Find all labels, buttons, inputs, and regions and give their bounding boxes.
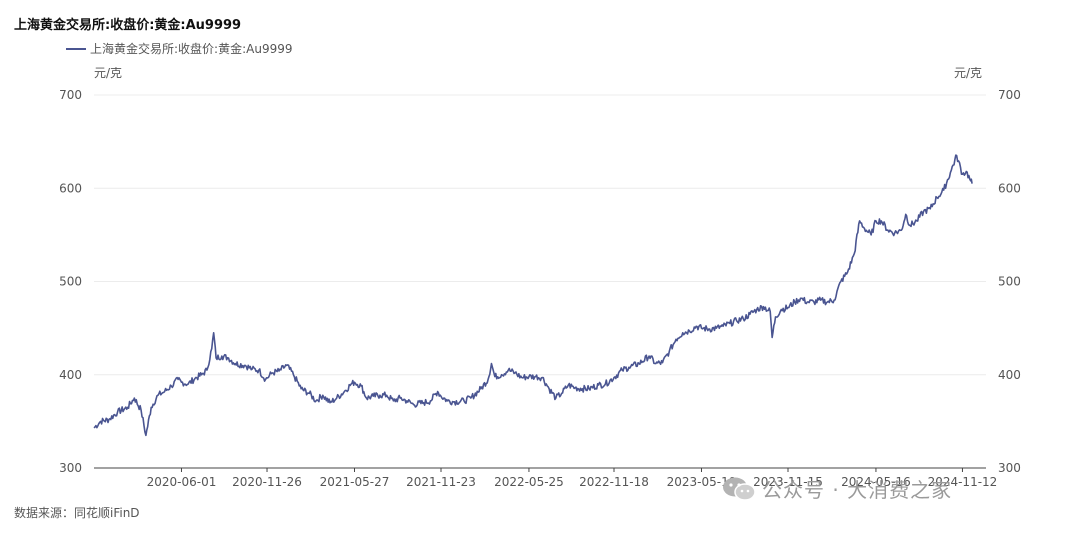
- y-axis-unit-left: 元/克: [94, 66, 123, 80]
- y-tick-right-400: 400: [998, 368, 1021, 382]
- watermark: 公众号 · 大消费之家: [722, 474, 952, 503]
- legend-line-swatch: [66, 47, 86, 50]
- y-tick-left-600: 600: [59, 181, 82, 195]
- wechat-icon: [723, 477, 756, 501]
- x-tick-2023-05-19: 2023-05-19: [667, 475, 737, 489]
- series-layer: [93, 154, 973, 437]
- y-tick-left-400: 400: [59, 368, 82, 382]
- x-tick-2024-11-12: 2024-11-12: [928, 475, 998, 489]
- y-tick-right-600: 600: [998, 181, 1021, 195]
- x-tick-2022-11-18: 2022-11-18: [579, 475, 649, 489]
- y-tick-right-300: 300: [998, 461, 1021, 475]
- chart-legend[interactable]: 上海黄金交易所:收盘价:黄金:Au9999: [66, 40, 292, 57]
- x-tick-2020-11-26: 2020-11-26: [232, 475, 302, 489]
- y-tick-left-300: 300: [59, 461, 82, 475]
- grid-lines: [94, 94, 986, 469]
- legend-label: 上海黄金交易所:收盘价:黄金:Au9999: [90, 42, 293, 56]
- series-line-0[interactable]: [93, 154, 973, 437]
- x-tick-2021-05-27: 2021-05-27: [320, 475, 390, 489]
- watermark-text: 公众号 · 大消费之家: [762, 478, 953, 502]
- x-tick-2022-05-25: 2022-05-25: [494, 475, 564, 489]
- y-tick-left-700: 700: [59, 88, 82, 102]
- y-tick-left-500: 500: [59, 275, 82, 289]
- y-axis-unit-right: 元/克: [954, 66, 983, 80]
- x-tick-2020-06-01: 2020-06-01: [147, 475, 217, 489]
- y-tick-right-500: 500: [998, 275, 1021, 289]
- x-tick-2024-05-16: 2024-05-16: [841, 475, 911, 489]
- chart-title: 上海黄金交易所:收盘价:黄金:Au9999: [14, 18, 242, 33]
- axis-ticks: 300 300 400 400 500 500 600 600 700 700 2020-06-01…: [59, 88, 1021, 489]
- x-tick-2021-11-23: 2021-11-23: [406, 475, 476, 489]
- x-tick-2023-11-15: 2023-11-15: [753, 475, 823, 489]
- data-source: 数据来源：同花顺iFinD: [14, 506, 140, 520]
- y-tick-right-700: 700: [998, 88, 1021, 102]
